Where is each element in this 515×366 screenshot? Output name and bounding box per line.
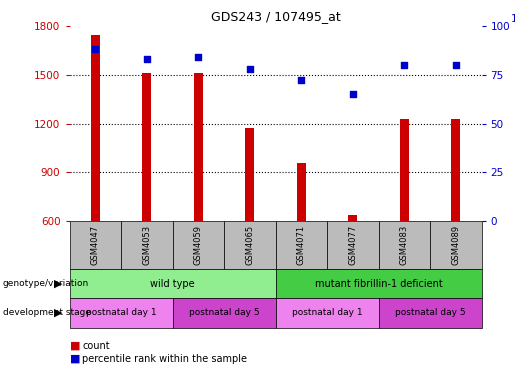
- Text: percentile rank within the sample: percentile rank within the sample: [82, 354, 247, 364]
- Point: [143, 56, 151, 62]
- Point: [349, 91, 357, 97]
- Text: ▶: ▶: [54, 308, 63, 318]
- Bar: [379, 221, 430, 269]
- Bar: [430, 221, 482, 269]
- Bar: [142, 73, 151, 221]
- Point: [400, 62, 408, 68]
- Bar: [276, 221, 327, 269]
- Bar: [400, 119, 409, 221]
- Text: 100%: 100%: [510, 14, 515, 24]
- Text: GSM4047: GSM4047: [91, 225, 100, 265]
- Bar: [70, 221, 121, 269]
- Bar: [173, 298, 276, 328]
- Bar: [276, 269, 482, 298]
- Text: GSM4077: GSM4077: [348, 225, 357, 265]
- Bar: [327, 221, 379, 269]
- Text: genotype/variation: genotype/variation: [3, 279, 89, 288]
- Bar: [173, 221, 224, 269]
- Point: [91, 46, 99, 52]
- Bar: [451, 119, 460, 221]
- Text: postnatal day 5: postnatal day 5: [188, 309, 260, 317]
- Text: ■: ■: [70, 354, 80, 364]
- Text: GSM4059: GSM4059: [194, 225, 203, 265]
- Text: GSM4053: GSM4053: [142, 225, 151, 265]
- Text: mutant fibrillin-1 deficient: mutant fibrillin-1 deficient: [315, 279, 442, 289]
- Bar: [70, 298, 173, 328]
- Bar: [379, 298, 482, 328]
- Text: GSM4065: GSM4065: [245, 225, 254, 265]
- Text: GSM4089: GSM4089: [451, 225, 460, 265]
- Text: wild type: wild type: [150, 279, 195, 289]
- Bar: [121, 221, 173, 269]
- Bar: [276, 298, 379, 328]
- Text: postnatal day 1: postnatal day 1: [291, 309, 363, 317]
- Bar: [224, 221, 276, 269]
- Text: GSM4071: GSM4071: [297, 225, 306, 265]
- Text: postnatal day 1: postnatal day 1: [85, 309, 157, 317]
- Point: [452, 62, 460, 68]
- Bar: [297, 163, 306, 221]
- Title: GDS243 / 107495_at: GDS243 / 107495_at: [211, 10, 340, 23]
- Bar: [245, 128, 254, 221]
- Text: development stage: development stage: [3, 309, 91, 317]
- Text: ▶: ▶: [54, 279, 63, 289]
- Text: count: count: [82, 341, 110, 351]
- Point: [297, 78, 305, 83]
- Point: [194, 54, 202, 60]
- Point: [246, 66, 254, 72]
- Text: postnatal day 5: postnatal day 5: [394, 309, 466, 317]
- Bar: [194, 73, 203, 221]
- Text: GSM4083: GSM4083: [400, 225, 409, 265]
- Bar: [91, 36, 100, 221]
- Text: ■: ■: [70, 341, 80, 351]
- Bar: [348, 215, 357, 221]
- Bar: [70, 269, 276, 298]
